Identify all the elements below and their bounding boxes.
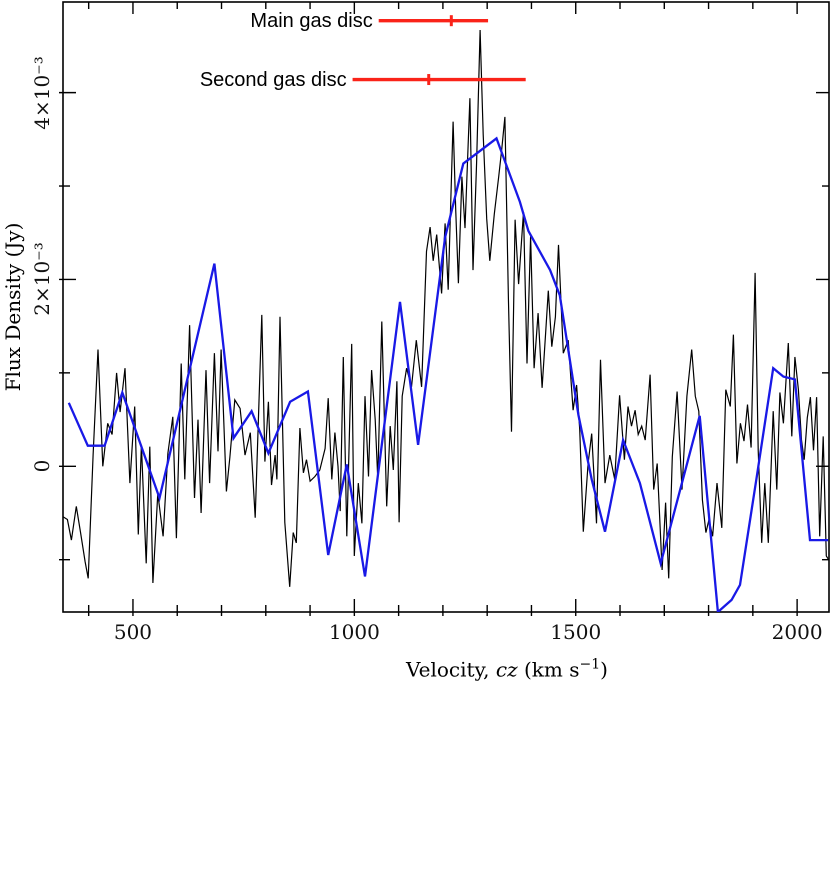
spectrum-black-line bbox=[63, 29, 829, 587]
x-tick-label: 1500 bbox=[550, 620, 602, 644]
annotation-second-gas-disc bbox=[352, 74, 526, 86]
x-axis-title-var: cz bbox=[495, 657, 518, 682]
y-tick-label: 4×10⁻³ bbox=[30, 55, 54, 130]
annotation-main-gas-disc bbox=[378, 15, 489, 27]
x-tick-label: 500 bbox=[113, 620, 153, 644]
plot-box bbox=[62, 1, 830, 613]
annotation-label-second-gas-disc: Second gas disc bbox=[199, 68, 347, 91]
y-tick-label: 0 bbox=[30, 459, 54, 473]
series-lines bbox=[63, 29, 829, 612]
y-axis-title: Flux Density (Jy) bbox=[1, 222, 25, 392]
x-axis-title-close: ) bbox=[600, 657, 608, 682]
x-tick-label: 1000 bbox=[328, 620, 380, 644]
x-axis-title-text: Velocity, bbox=[406, 657, 496, 682]
x-axis-title-sup: −1 bbox=[579, 656, 601, 673]
x-axis-title-unit: (km s bbox=[517, 657, 580, 682]
annotation-label-main-gas-disc: Main gas disc bbox=[250, 9, 373, 32]
annotations bbox=[352, 15, 526, 86]
x-tick-label: 2000 bbox=[771, 620, 823, 644]
y-tick-label: 2×10⁻³ bbox=[30, 242, 54, 317]
spectrum-blue-line bbox=[67, 136, 829, 612]
x-axis-title: Velocity, cz (km s−1) bbox=[406, 657, 608, 682]
